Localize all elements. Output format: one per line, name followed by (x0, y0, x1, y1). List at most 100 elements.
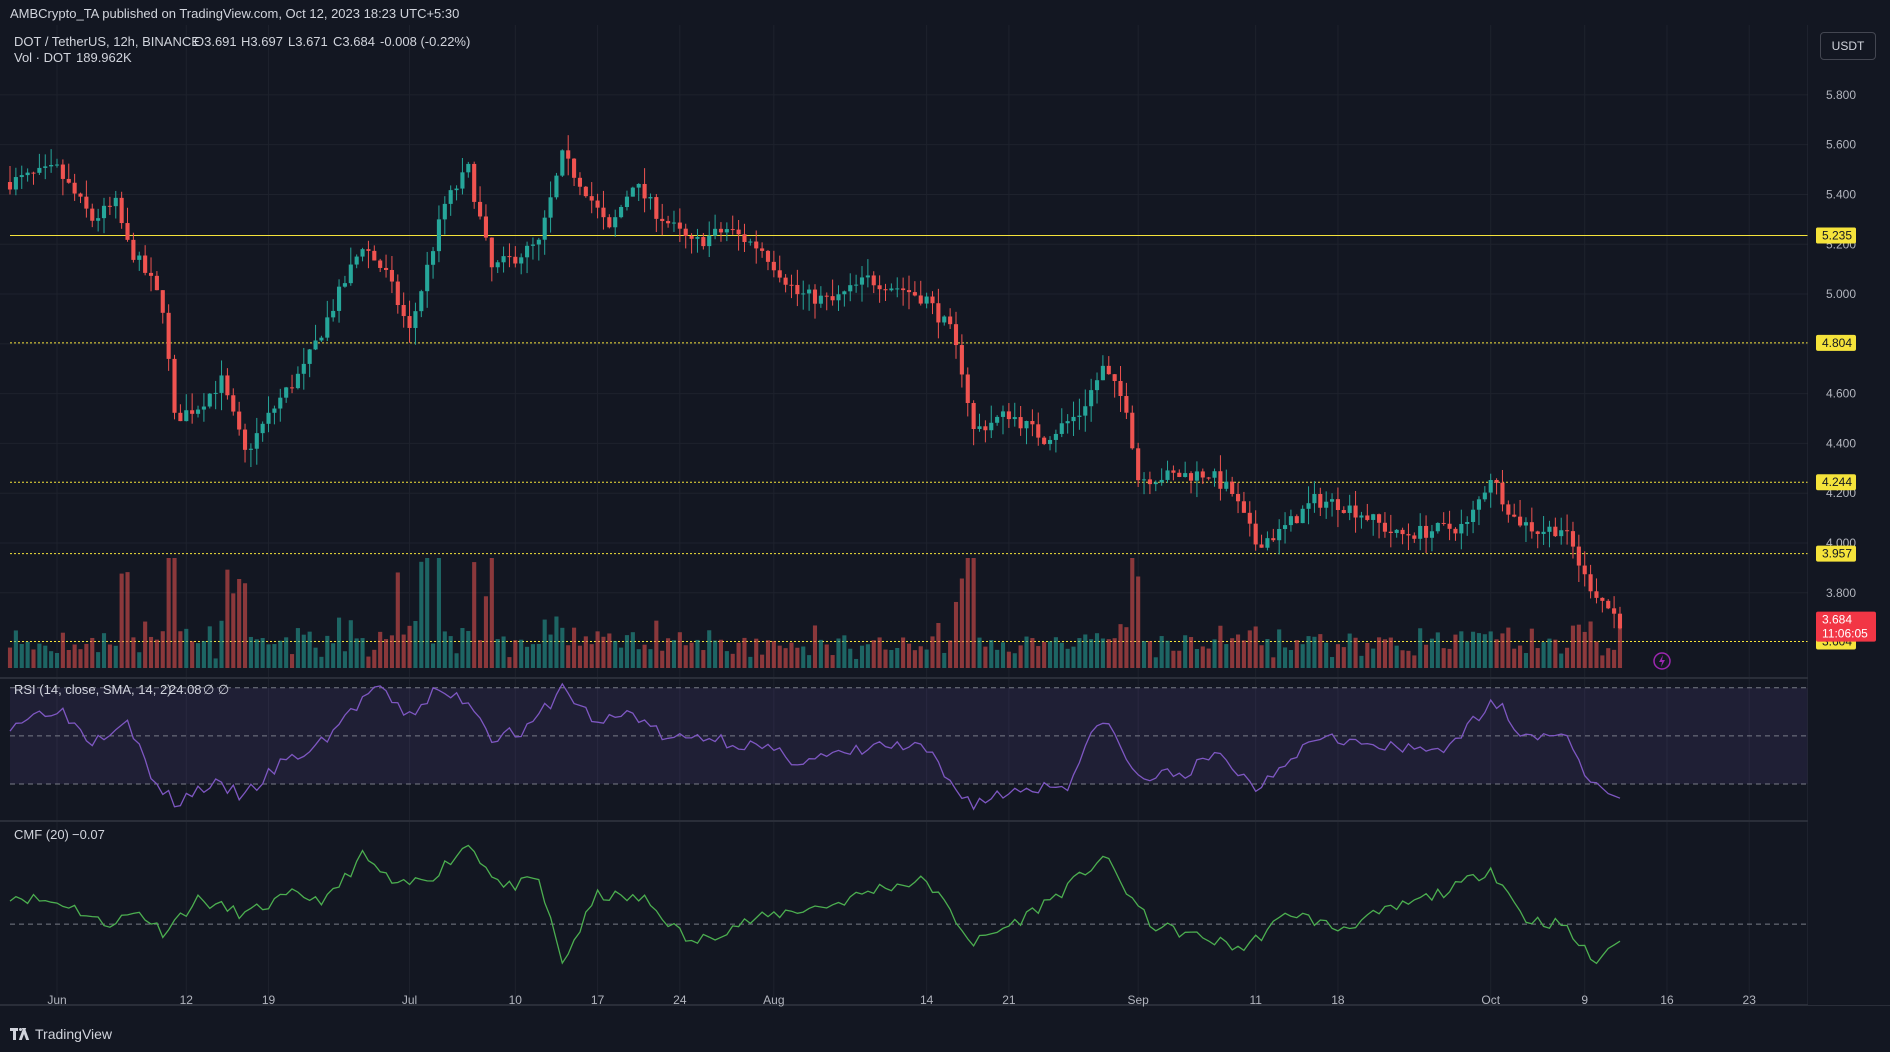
volume-bar (1112, 638, 1117, 668)
candle-body (295, 373, 300, 389)
volume-bar (1382, 639, 1387, 668)
volume-bar (748, 656, 753, 668)
candle-body (542, 217, 547, 240)
currency-button[interactable]: USDT (1820, 32, 1876, 60)
candle-body (207, 393, 212, 407)
volume-bar (777, 645, 782, 668)
rsi-pane[interactable]: 60.0040.0020.00 (9, 682, 1856, 815)
level-label: 4.804 (1816, 334, 1856, 351)
candle-body (1335, 499, 1340, 511)
candle-body (507, 256, 512, 258)
volume-bar (1235, 634, 1241, 668)
level-value: 4.244 (1822, 475, 1852, 489)
volume-bar (1218, 625, 1223, 668)
candle-body (1606, 600, 1611, 609)
volume-bar (1277, 629, 1282, 668)
symbol-title[interactable]: DOT / TetherUS, 12h, BINANCE (14, 34, 200, 49)
volume-bar (1512, 648, 1517, 668)
volume-bar (1500, 633, 1505, 668)
volume-bar (107, 644, 112, 668)
candle-body (301, 363, 306, 374)
price-candles[interactable] (7, 135, 1623, 630)
candle-body (530, 244, 536, 246)
candle-body (278, 397, 283, 409)
candle-body (407, 316, 412, 328)
volume-bar (577, 645, 583, 668)
lightning-icon[interactable] (1653, 652, 1671, 670)
volume-bar (1482, 634, 1487, 668)
candle-body (1106, 365, 1111, 375)
candle-body (1476, 499, 1482, 510)
volume-bar (865, 644, 870, 668)
volume-bar (178, 631, 183, 668)
volume-bar (401, 634, 406, 668)
cmf-label[interactable]: CMF (20) (14, 827, 69, 842)
volume-bar (795, 647, 800, 668)
volume-bar (301, 634, 306, 668)
candle-body (1253, 523, 1258, 545)
time-tick-label: Aug (763, 993, 784, 1007)
volume-bar (1259, 645, 1264, 668)
volume-bar (54, 652, 60, 668)
candle-body (7, 182, 13, 190)
candle-body (348, 264, 353, 284)
time-axis[interactable]: Jun 12 19 Jul 10 17 24 Aug 14 21 Sep 11 18 Oct 9 16 23 (47, 993, 1756, 1007)
candle-body (195, 409, 201, 414)
candle-body (1100, 365, 1105, 381)
candle-body (789, 284, 794, 286)
candle-body (924, 296, 929, 304)
volume-bar (1171, 650, 1176, 668)
candle-body (1306, 503, 1311, 509)
candle-body (13, 177, 18, 190)
candle-body (248, 448, 253, 450)
candle-body (1047, 439, 1053, 445)
ohlc-open: O3.691 (194, 34, 237, 49)
tradingview-logo[interactable]: TradingView (10, 1026, 112, 1042)
candle-body (607, 217, 612, 228)
volume-bar (624, 635, 630, 668)
candle-body (660, 218, 665, 222)
candle-body (865, 275, 870, 278)
volume-bar (783, 648, 788, 668)
volume-bar (566, 645, 571, 668)
rsi-label[interactable]: RSI (14, close, SMA, 14, 2) (14, 682, 172, 697)
candle-body (654, 197, 659, 219)
candle-body (1406, 534, 1411, 536)
volume-bar (1488, 631, 1493, 668)
candle-body (1042, 437, 1047, 445)
volume-bar (871, 640, 876, 668)
candle-body (1200, 471, 1205, 478)
candle-body (242, 429, 248, 450)
volume-label[interactable]: Vol · DOT (14, 50, 71, 65)
candle-body (948, 316, 953, 325)
volume-bar (190, 641, 195, 668)
volume-bar (495, 639, 500, 668)
volume-bar (1406, 650, 1411, 668)
candle-body (489, 237, 494, 268)
candle-body (1377, 514, 1382, 523)
volume-bar (595, 631, 600, 668)
volume-bar (971, 558, 976, 668)
time-tick-label: Sep (1127, 993, 1149, 1007)
candle-body (1271, 538, 1276, 541)
candle-body (771, 261, 776, 271)
volume-bar (1106, 639, 1111, 668)
candle-body (1312, 494, 1317, 504)
candle-body (1371, 514, 1376, 520)
candle-body (1183, 473, 1188, 477)
volume-bar (219, 620, 224, 668)
candle-body (419, 291, 424, 312)
candle-body (1512, 514, 1517, 517)
candle-body (254, 433, 259, 449)
volume-bar (1247, 630, 1252, 668)
volume-bar (78, 649, 83, 668)
volume-bar (689, 642, 694, 668)
volume-bar (1288, 650, 1293, 668)
time-tick-label: 10 (509, 993, 523, 1007)
price-axis[interactable]: 4.8044.2443.9573.6045.2355.8005.6005.400… (1808, 25, 1890, 1005)
level-label: 5.235 (1816, 227, 1856, 244)
volume-bar (1224, 644, 1229, 668)
candle-body (1482, 492, 1487, 500)
volume-bar (801, 646, 806, 668)
